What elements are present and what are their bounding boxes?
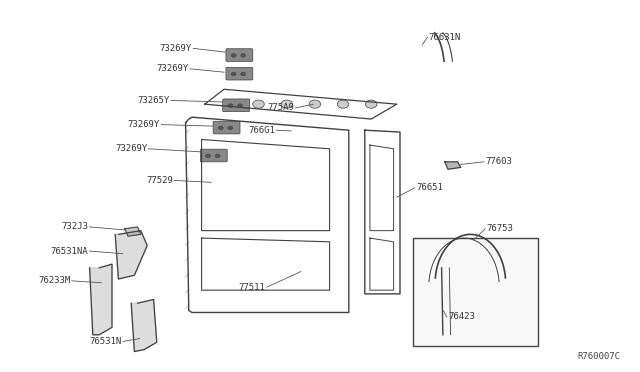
Ellipse shape <box>228 104 233 108</box>
Text: 73269Y: 73269Y <box>157 64 189 73</box>
Polygon shape <box>445 162 461 169</box>
Ellipse shape <box>218 126 223 130</box>
Text: 76631N: 76631N <box>429 33 461 42</box>
Ellipse shape <box>215 154 220 158</box>
Text: 73269Y: 73269Y <box>160 44 192 53</box>
Ellipse shape <box>241 72 246 76</box>
Ellipse shape <box>281 100 292 108</box>
Text: 77603: 77603 <box>485 157 512 166</box>
Ellipse shape <box>241 54 246 57</box>
Ellipse shape <box>228 126 233 130</box>
Text: 766G1: 766G1 <box>248 126 275 135</box>
Text: 73269Y: 73269Y <box>128 120 160 129</box>
Text: 76531N: 76531N <box>90 337 122 346</box>
Polygon shape <box>115 231 147 279</box>
Polygon shape <box>125 227 141 236</box>
Polygon shape <box>131 299 157 352</box>
Ellipse shape <box>365 100 377 108</box>
FancyBboxPatch shape <box>226 67 253 80</box>
Polygon shape <box>90 264 112 335</box>
Ellipse shape <box>225 100 236 108</box>
Text: R760007C: R760007C <box>578 352 621 361</box>
Text: 76651: 76651 <box>416 183 443 192</box>
Text: 732J3: 732J3 <box>61 222 88 231</box>
Text: 775A9: 775A9 <box>268 103 294 112</box>
FancyBboxPatch shape <box>213 121 240 134</box>
FancyBboxPatch shape <box>226 49 253 61</box>
Ellipse shape <box>231 72 236 76</box>
Bar <box>413 238 538 346</box>
Text: 73269Y: 73269Y <box>115 144 147 153</box>
FancyBboxPatch shape <box>200 149 227 162</box>
Ellipse shape <box>231 54 236 57</box>
Text: 73265Y: 73265Y <box>138 96 170 105</box>
Text: 76531NA: 76531NA <box>51 247 88 256</box>
Ellipse shape <box>253 100 264 108</box>
Text: 76753: 76753 <box>486 224 513 233</box>
Ellipse shape <box>237 104 243 108</box>
Text: 76233M: 76233M <box>38 276 70 285</box>
Text: 77529: 77529 <box>146 176 173 185</box>
Ellipse shape <box>337 100 349 108</box>
Ellipse shape <box>205 154 211 158</box>
Text: 77511: 77511 <box>239 283 266 292</box>
Ellipse shape <box>309 100 321 108</box>
Text: 76423: 76423 <box>448 312 475 321</box>
FancyBboxPatch shape <box>223 99 250 112</box>
